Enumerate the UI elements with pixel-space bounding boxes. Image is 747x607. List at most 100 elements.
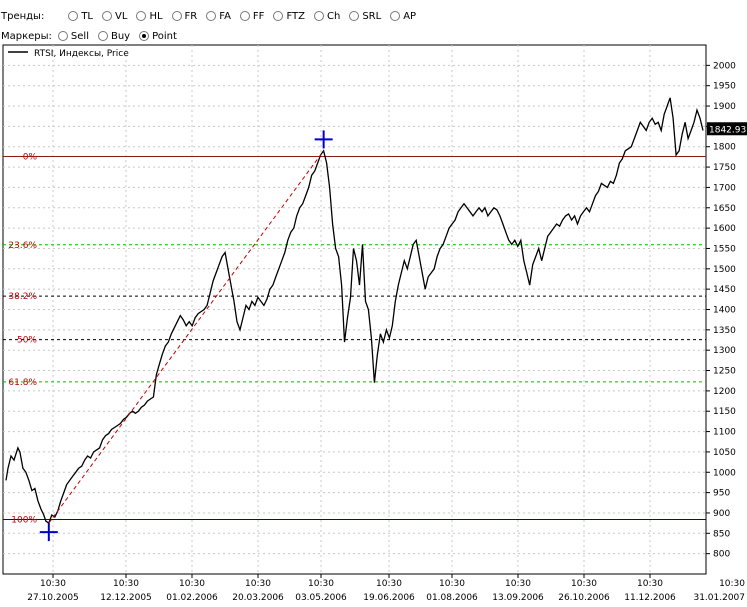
- x-tick-date: 31.01.2007: [693, 593, 745, 603]
- y-tick-label: 1150: [713, 407, 736, 417]
- trend-radio-hl[interactable]: HL: [136, 10, 163, 22]
- trend-radio-ch[interactable]: Ch: [313, 11, 340, 22]
- marker-radio-label: Buy: [110, 30, 131, 42]
- y-tick-label: 900: [713, 509, 730, 519]
- legend: RTSI, Индексы, Price: [8, 49, 129, 59]
- x-tick-date: 03.05.2006: [295, 593, 347, 603]
- trend-radio-label: VL: [115, 10, 128, 22]
- y-tick-label: 1400: [713, 306, 736, 316]
- radio-circle-icon[interactable]: [239, 11, 250, 21]
- y-tick-label: 950: [713, 489, 730, 499]
- trend-radio-tl[interactable]: TL: [68, 11, 93, 22]
- trend-radio-ftz[interactable]: FTZ: [273, 11, 305, 22]
- y-tick-label: 1050: [713, 448, 736, 458]
- y-tick-label: 1250: [713, 367, 736, 377]
- x-tick-time: 10:30: [113, 579, 139, 589]
- y-tick-label: 1600: [713, 224, 736, 234]
- trend-radio-vl[interactable]: VL: [102, 11, 127, 22]
- x-tick-time: 10:30: [40, 579, 66, 589]
- trends-label: Тренды:: [1, 10, 45, 22]
- marker-radio-point[interactable]: Point: [139, 31, 177, 42]
- x-tick-time: 10:30: [637, 579, 663, 589]
- y-axis: 800 850 900 950 1000 1050 1100 1150 1200 1250 1300…: [706, 61, 736, 560]
- y-tick-label: 1650: [713, 204, 736, 214]
- y-tick-label: 1750: [713, 163, 736, 173]
- x-tick-date: 01.02.2006: [166, 593, 218, 603]
- trend-radio-fa[interactable]: FA: [206, 11, 231, 22]
- radio-circle-icon[interactable]: [390, 11, 401, 21]
- x-tick-time: 10:30: [719, 579, 745, 589]
- y-tick-label: 1550: [713, 244, 736, 254]
- x-tick-date: 11.12.2006: [624, 593, 676, 603]
- y-tick-label: 1900: [713, 102, 736, 112]
- price-chart[interactable]: 0% 23.6% 38.2% 50% 61.8% 100% 800 850 900 950 100…: [0, 44, 747, 607]
- trend-radio-label: FTZ: [286, 10, 305, 22]
- trend-radio-ap[interactable]: AP: [390, 11, 416, 22]
- fib-level-label: 0%: [23, 152, 38, 162]
- radio-circle-icon[interactable]: [313, 11, 324, 21]
- x-tick-date: 01.08.2006: [426, 593, 478, 603]
- x-tick-date: 20.03.2006: [232, 593, 284, 603]
- y-tick-label: 1500: [713, 265, 736, 275]
- current-price-text: 1842.93: [709, 125, 746, 135]
- point-marker-icon[interactable]: [39, 523, 58, 542]
- chart-svg[interactable]: 0% 23.6% 38.2% 50% 61.8% 100% 800 850 900 950 100…: [0, 44, 747, 604]
- current-price-label: 1842.93: [707, 122, 747, 136]
- trend-radio-label: FR: [184, 10, 198, 22]
- x-tick-time: 10:30: [439, 579, 465, 589]
- y-tick-label: 1700: [713, 183, 736, 193]
- fib-level-label: 100%: [11, 515, 37, 525]
- radio-circle-icon[interactable]: [273, 11, 284, 21]
- y-tick-label: 1100: [713, 428, 736, 438]
- point-markers[interactable]: [39, 130, 333, 542]
- point-marker-icon[interactable]: [314, 130, 333, 149]
- y-tick-label: 1000: [713, 468, 736, 478]
- trend-radio-label: SRL: [362, 10, 382, 22]
- x-tick-date: 12.12.2005: [100, 593, 152, 603]
- x-tick-time: 10:30: [376, 579, 402, 589]
- trend-radio-label: TL: [81, 10, 94, 22]
- radio-circle-icon[interactable]: [97, 31, 108, 41]
- marker-radio-label: Sell: [70, 30, 89, 42]
- x-tick-time: 10:30: [505, 579, 531, 589]
- current-price-box: [707, 122, 747, 136]
- grid-lines: [3, 45, 706, 574]
- trend-radio-label: HL: [149, 10, 163, 22]
- radio-circle-icon[interactable]: [68, 11, 79, 21]
- trend-radio-label: FA: [219, 10, 231, 22]
- trends-row: Тренды: TL VL HL FR FA FF FTZ Ch SRL AP: [0, 7, 425, 25]
- y-tick-label: 1300: [713, 346, 736, 356]
- fib-level-label: 38.2%: [8, 292, 37, 302]
- x-tick-date: 26.10.2006: [558, 593, 610, 603]
- trend-radio-ff[interactable]: FF: [239, 11, 264, 22]
- marker-radio-buy[interactable]: Buy: [97, 30, 131, 42]
- fibonacci-levels: 0% 23.6% 38.2% 50% 61.8% 100%: [3, 152, 706, 525]
- radio-circle-icon[interactable]: [102, 11, 113, 21]
- trend-radio-label: AP: [403, 10, 417, 22]
- y-tick-label: 1950: [713, 82, 736, 92]
- radio-circle-icon[interactable]: [136, 11, 147, 21]
- price-line: [5, 97, 704, 525]
- y-tick-label: 1200: [713, 387, 736, 397]
- marker-radio-label: Point: [152, 30, 177, 42]
- y-tick-label: 1800: [713, 143, 736, 153]
- radio-circle-icon[interactable]: [139, 31, 150, 41]
- x-tick-time: 10:30: [571, 579, 597, 589]
- radio-circle-icon[interactable]: [57, 31, 68, 41]
- radio-circle-icon[interactable]: [349, 11, 360, 21]
- markers-label: Маркеры:: [1, 30, 52, 42]
- x-tick-time: 10:30: [245, 579, 271, 589]
- trend-radio-srl[interactable]: SRL: [349, 11, 381, 22]
- radio-circle-icon[interactable]: [171, 11, 182, 21]
- marker-radio-sell[interactable]: Sell: [57, 30, 89, 42]
- radio-circle-icon[interactable]: [206, 11, 217, 21]
- trend-radio-fr[interactable]: FR: [171, 10, 198, 22]
- y-tick-label: 2000: [713, 61, 736, 71]
- fib-level-label: 23.6%: [8, 241, 37, 251]
- price-series: [5, 97, 704, 525]
- fib-level-label: 50%: [17, 336, 37, 346]
- x-tick-date: 27.10.2005: [27, 593, 79, 603]
- y-tick-label: 850: [713, 529, 730, 539]
- y-tick-label: 1350: [713, 326, 736, 336]
- x-tick-time: 10:30: [308, 579, 334, 589]
